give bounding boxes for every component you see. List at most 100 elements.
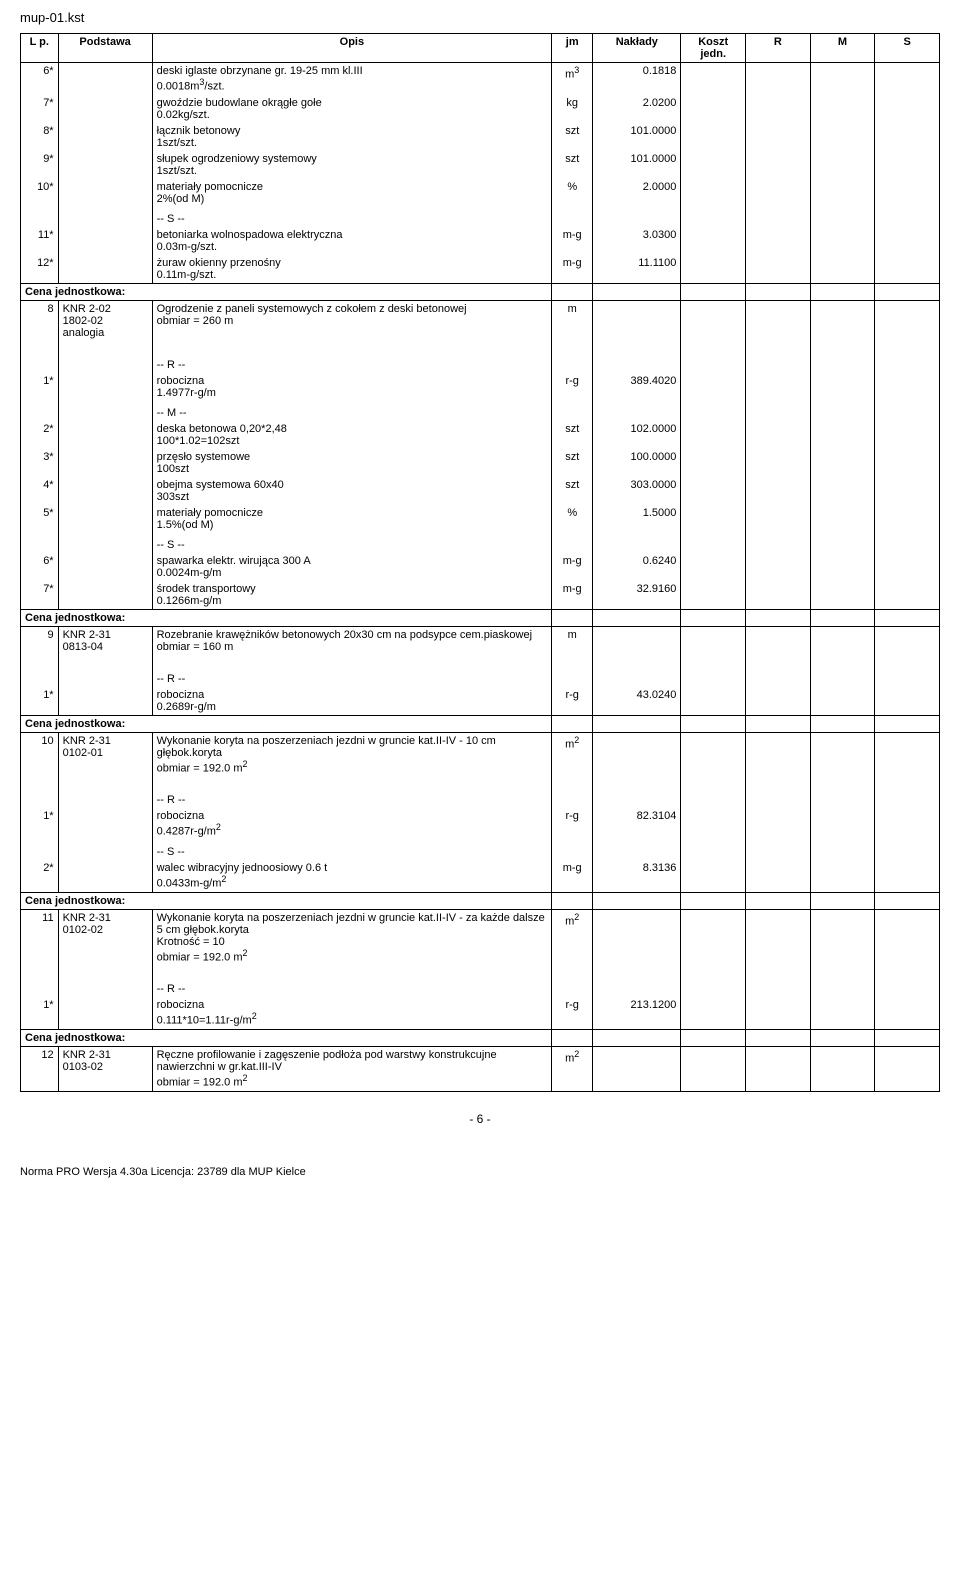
cell-m (810, 581, 875, 610)
cell-jm: m-g (552, 227, 593, 255)
cell-podstawa (58, 671, 152, 687)
cell-r (746, 421, 811, 449)
cell-m (810, 421, 875, 449)
cell-r (746, 123, 811, 151)
cell-r (746, 373, 811, 401)
cell-m (810, 892, 875, 909)
cell-koszt (681, 581, 746, 610)
cell-lp: 11 (21, 909, 59, 965)
table-row: 6*deski iglaste obrzynane gr. 19-25 mm k… (21, 63, 940, 95)
cell-podstawa (58, 227, 152, 255)
cell-m (810, 626, 875, 655)
cell-koszt (681, 227, 746, 255)
cell-m (810, 715, 875, 732)
cell-opis: gwoździe budowlane okrągłe gołe0.02kg/sz… (152, 95, 552, 123)
table-row: -- M -- (21, 405, 940, 421)
cell-podstawa: KNR 2-310103-02 (58, 1046, 152, 1090)
cell-s (875, 357, 940, 373)
cell-naklady: 3.0300 (593, 227, 681, 255)
cell-m (810, 449, 875, 477)
cell-m (810, 151, 875, 179)
cell-podstawa (58, 95, 152, 123)
cell-lp: 10 (21, 732, 59, 776)
cell-koszt (681, 449, 746, 477)
cell-jm: kg (552, 95, 593, 123)
cell-lp: 6* (21, 63, 59, 95)
cena-row: Cena jednostkowa: (21, 283, 940, 300)
cell-m (810, 844, 875, 860)
cell-jm: m-g (552, 581, 593, 610)
cell-jm: szt (552, 449, 593, 477)
cell-r (746, 687, 811, 716)
cell-r (746, 892, 811, 909)
cell-koszt (681, 715, 746, 732)
cell-r (746, 909, 811, 965)
cell-jm: szt (552, 151, 593, 179)
cell-koszt (681, 63, 746, 95)
cell-lp: 8* (21, 123, 59, 151)
cell-opis: Rozebranie krawężników betonowych 20x30 … (152, 626, 552, 655)
cell-naklady (593, 1029, 681, 1046)
cell-r (746, 1029, 811, 1046)
cell-s (875, 211, 940, 227)
cell-s (875, 981, 940, 997)
cena-label: Cena jednostkowa: (21, 1029, 552, 1046)
cell-jm: m2 (552, 732, 593, 776)
cena-label: Cena jednostkowa: (21, 892, 552, 909)
cell-naklady (593, 844, 681, 860)
cell-jm: % (552, 179, 593, 207)
page-number: - 6 - (20, 1112, 940, 1126)
cell-m (810, 179, 875, 207)
cell-naklady (593, 211, 681, 227)
cell-s (875, 151, 940, 179)
cell-opis: walec wibracyjny jednoosiowy 0.6 t0.0433… (152, 860, 552, 892)
cell-naklady (593, 609, 681, 626)
cell-s (875, 449, 940, 477)
cell-s (875, 844, 940, 860)
table-row: 9*słupek ogrodzeniowy systemowy1szt/szt.… (21, 151, 940, 179)
cell-naklady: 1.5000 (593, 505, 681, 533)
item-header-row: 12KNR 2-310103-02Ręczne profilowanie i z… (21, 1046, 940, 1090)
cena-label: Cena jednostkowa: (21, 715, 552, 732)
cell-naklady: 43.0240 (593, 687, 681, 716)
table-row: 1*robocizna1.4977r-g/mr-g389.4020 (21, 373, 940, 401)
cell-lp (21, 211, 59, 227)
cell-r (746, 981, 811, 997)
cell-m (810, 300, 875, 341)
cell-m (810, 808, 875, 840)
cell-m (810, 211, 875, 227)
cell-s (875, 373, 940, 401)
cell-s (875, 63, 940, 95)
cell-r (746, 179, 811, 207)
cell-jm: m (552, 626, 593, 655)
cell-naklady: 2.0000 (593, 179, 681, 207)
cell-naklady: 2.0200 (593, 95, 681, 123)
table-row: 1*robocizna0.111*10=1.11r-g/m2r-g213.120… (21, 997, 940, 1029)
cell-opis: obejma systemowa 60x40303szt (152, 477, 552, 505)
cell-jm: % (552, 505, 593, 533)
cell-naklady: 11.1100 (593, 255, 681, 284)
cell-s (875, 909, 940, 965)
cell-s (875, 123, 940, 151)
cell-koszt (681, 844, 746, 860)
cell-r (746, 1046, 811, 1090)
cell-s (875, 300, 940, 341)
cell-m (810, 553, 875, 581)
cell-lp (21, 357, 59, 373)
cell-naklady (593, 1046, 681, 1090)
blank-row (21, 341, 940, 357)
cell-jm: szt (552, 477, 593, 505)
cell-r (746, 449, 811, 477)
th-podstawa: Podstawa (58, 34, 152, 63)
cena-row: Cena jednostkowa: (21, 1029, 940, 1046)
cell-opis: materiały pomocnicze1.5%(od M) (152, 505, 552, 533)
cell-jm: r-g (552, 808, 593, 840)
item-header-row: 11KNR 2-310102-02Wykonanie koryta na pos… (21, 909, 940, 965)
table-row: -- R -- (21, 792, 940, 808)
cell-r (746, 151, 811, 179)
cell-m (810, 405, 875, 421)
cell-podstawa: KNR 2-310102-01 (58, 732, 152, 776)
cell-opis: deska betonowa 0,20*2,48100*1.02=102szt (152, 421, 552, 449)
cell-koszt (681, 1046, 746, 1090)
cell-lp: 1* (21, 687, 59, 716)
